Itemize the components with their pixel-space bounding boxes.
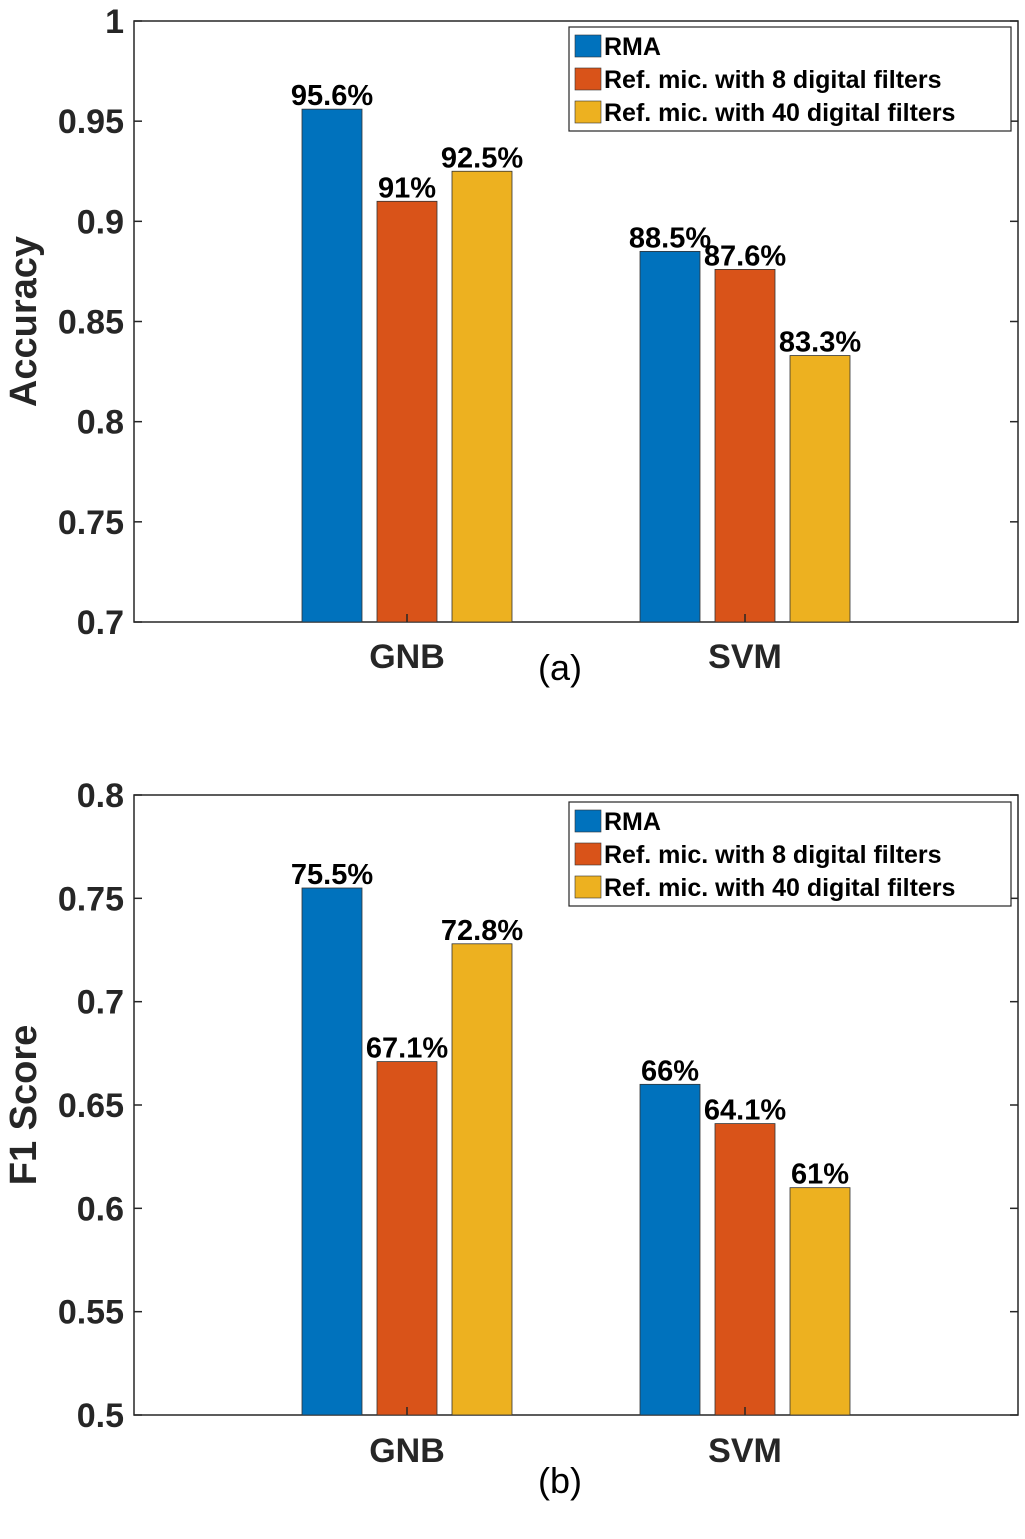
bar xyxy=(714,1123,776,1416)
bar xyxy=(376,200,438,623)
x-category-label: GNB xyxy=(369,1432,445,1470)
bar-data-label: 66% xyxy=(641,1055,699,1087)
bar xyxy=(451,170,513,623)
panel-caption: (b) xyxy=(538,1460,582,1501)
bar xyxy=(639,1083,701,1416)
bar xyxy=(714,269,776,623)
y-tick-label: 0.7 xyxy=(77,604,124,642)
legend-entry: Ref. mic. with 40 digital filters xyxy=(604,99,955,127)
bar xyxy=(376,1061,438,1416)
bar xyxy=(789,355,851,623)
y-tick-label: 0.8 xyxy=(77,777,124,815)
bar xyxy=(301,108,363,623)
bar-data-label: 91% xyxy=(378,172,436,204)
legend: RMA Ref. mic. with 8 digital filters Ref. … xyxy=(568,801,1012,907)
y-tick-label: 0.9 xyxy=(77,203,124,241)
y-axis-title: F1 Score xyxy=(3,1025,45,1186)
y-tick-label: 0.8 xyxy=(77,404,124,442)
y-tick-label: 0.85 xyxy=(58,304,124,342)
x-category-label: SVM xyxy=(708,638,782,676)
y-tick-label: 0.65 xyxy=(58,1087,124,1125)
bar-data-label: 95.6% xyxy=(291,80,373,112)
legend-swatch xyxy=(574,100,602,124)
bar-data-label: 75.5% xyxy=(291,859,373,891)
bar-data-label: 67.1% xyxy=(366,1033,448,1065)
legend-entry: Ref. mic. with 8 digital filters xyxy=(604,841,942,869)
bar xyxy=(639,250,701,623)
bar-data-label: 87.6% xyxy=(704,240,786,272)
legend-swatch xyxy=(574,67,602,91)
x-category-label: SVM xyxy=(708,1432,782,1470)
bar-data-label: 83.3% xyxy=(779,327,861,359)
panel-caption: (a) xyxy=(538,647,582,688)
bar-data-label: 72.8% xyxy=(441,915,523,947)
bar-data-label: 88.5% xyxy=(629,222,711,254)
legend-box xyxy=(568,26,1012,132)
bar xyxy=(451,943,513,1416)
legend-entry: Ref. mic. with 8 digital filters xyxy=(604,66,942,94)
x-category-label: GNB xyxy=(369,638,445,676)
legend-swatch xyxy=(574,34,602,58)
y-tick-label: 0.55 xyxy=(58,1294,124,1332)
y-tick-label: 0.6 xyxy=(77,1190,124,1228)
legend-swatch xyxy=(574,809,602,833)
legend-box xyxy=(568,801,1012,907)
legend: RMA Ref. mic. with 8 digital filters Ref. … xyxy=(568,26,1012,132)
y-tick-label: 1 xyxy=(105,3,124,41)
bar-data-label: 92.5% xyxy=(441,142,523,174)
legend-swatch xyxy=(574,842,602,866)
y-tick-label: 0.7 xyxy=(77,984,124,1022)
y-tick-label: 0.95 xyxy=(58,103,124,141)
legend-entry: RMA xyxy=(604,33,661,61)
y-tick-label: 0.75 xyxy=(58,504,124,542)
legend-entry: RMA xyxy=(604,808,661,836)
bar xyxy=(789,1187,851,1416)
y-tick-label: 0.75 xyxy=(58,880,124,918)
bar-data-label: 64.1% xyxy=(704,1095,786,1127)
chart-panel-b: 0.5 0.55 0.6 0.65 0.7 0.75 0.8 75.5% 67.1% 72.8% G… xyxy=(3,777,1019,1501)
y-tick-label: 0.5 xyxy=(77,1397,124,1435)
legend-entry: Ref. mic. with 40 digital filters xyxy=(604,874,955,902)
y-axis-title: Accuracy xyxy=(3,236,45,407)
bar-data-label: 61% xyxy=(791,1159,849,1191)
legend-swatch xyxy=(574,875,602,899)
chart-panel-a: 0.7 0.75 0.8 0.85 0.9 0.95 1 95.6% 91%92.5% GNB 88… xyxy=(3,3,1019,688)
bar xyxy=(301,887,363,1416)
